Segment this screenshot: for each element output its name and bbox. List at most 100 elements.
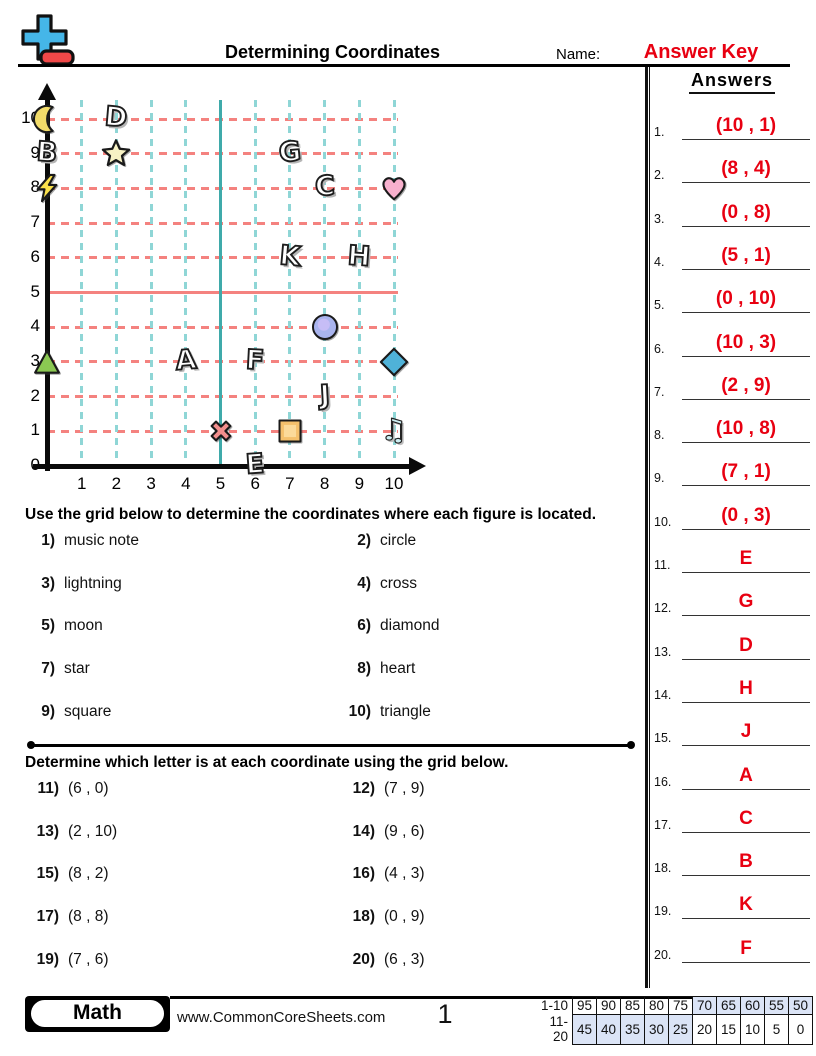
y-tick-label: 1 (30, 420, 40, 440)
question-item: 1) music note (29, 532, 139, 552)
question-number: 8) (357, 660, 371, 678)
answer-number: 16. (654, 774, 672, 789)
question-text: diamond (380, 617, 440, 635)
grid-letter-F: F (244, 343, 266, 377)
question-text: (0 , 9) (384, 908, 425, 926)
gridline-vertical (184, 100, 188, 466)
question-item: 8) heart (345, 660, 415, 680)
gridline-horizontal (47, 221, 398, 225)
question-number: 19) (36, 950, 59, 968)
answer-value: D (682, 635, 810, 660)
question-number: 1) (41, 532, 55, 549)
header-rule (18, 64, 790, 67)
answer-number: 20. (654, 947, 672, 962)
question-item: 12) (7 , 9) (345, 780, 425, 800)
grid-figure-triangle (31, 346, 63, 378)
footer-rule (170, 996, 812, 999)
score-row-label: 1-10 (540, 997, 568, 1013)
name-label: Name: (556, 46, 601, 63)
x-tick-label: 4 (181, 474, 191, 493)
answer-number: 7. (654, 384, 665, 399)
question-item: 20) (6 , 3) (345, 951, 425, 971)
answer-row: 13. D (652, 634, 812, 660)
answer-number: 4. (654, 254, 665, 269)
question-item: 7) star (29, 660, 90, 680)
grid-figure-star (100, 138, 132, 170)
question-text: (7 , 6) (68, 950, 109, 968)
answer-row: 14. H (652, 677, 812, 703)
subject-box: Math (25, 996, 170, 1032)
answer-row: 7. (2 , 9) (652, 374, 812, 400)
y-tick-label: 4 (30, 316, 40, 336)
gridline-horizontal (47, 395, 398, 399)
answer-number: 2. (654, 168, 665, 183)
score-cell: 30 (644, 1013, 669, 1045)
y-tick-label: 3 (30, 350, 40, 370)
answer-number: 11. (654, 558, 671, 572)
question-number: 6) (357, 617, 371, 635)
question-item: 2) circle (345, 532, 416, 552)
grid-figure-moon (31, 103, 63, 135)
answer-number: 13. (654, 644, 672, 659)
answer-value: (0 , 10) (682, 288, 810, 314)
answer-value: G (682, 591, 810, 617)
answer-row: 9. (7 , 1) (652, 460, 812, 487)
gridline-vertical (219, 100, 222, 466)
question-text: (7 , 9) (384, 780, 425, 797)
score-row-label: 11-20 (549, 1014, 568, 1044)
question-number: 4) (357, 574, 371, 592)
y-tick-label: 6 (30, 246, 40, 266)
answer-value: C (682, 808, 810, 833)
answers-panel: Answers 1. (10 , 1) 2. (8 , 4) 3. (0 , 8) 4. (5… (652, 70, 812, 990)
answer-value: H (682, 678, 810, 703)
section-divider (27, 741, 635, 749)
answer-number: 9. (654, 471, 665, 486)
question-item: 19) (7 , 6) (29, 950, 109, 971)
subject-label: Math (31, 1000, 164, 1027)
question-number: 10) (348, 702, 371, 720)
question-text: star (64, 660, 90, 678)
answer-number: 18. (654, 861, 672, 876)
y-tick-label: 2 (30, 385, 40, 405)
score-row: 1-10 95 90 85 80 75 70 65 60 55 50 (535, 996, 813, 1015)
gridline-horizontal (47, 325, 398, 329)
grid-figure-lightning (31, 172, 63, 204)
question-number: 11) (37, 780, 59, 797)
question-item: 9) square (29, 703, 111, 723)
section-letters: Determine which letter is at each coordi… (25, 754, 641, 984)
answer-row: 20. F (652, 937, 812, 963)
score-cell: 25 (668, 1013, 693, 1045)
x-axis (33, 463, 409, 469)
question-number: 16) (352, 865, 375, 883)
answer-number: 5. (654, 298, 665, 313)
x-tick-label: 8 (319, 474, 330, 493)
y-axis-arrow-icon (38, 83, 56, 100)
question-number: 3) (41, 574, 55, 592)
answer-value: (10 , 8) (682, 418, 810, 444)
footer: Math www.CommonCoreSheets.com 1 1-10 95 90… (0, 995, 816, 1045)
question-number: 13) (36, 822, 59, 840)
score-cell: 20 (692, 1013, 717, 1045)
score-cell: 75 (668, 996, 693, 1015)
answer-value: (10 , 1) (682, 115, 810, 140)
gridline-horizontal (47, 360, 398, 364)
grid-letter-H: H (346, 239, 373, 273)
gridline-vertical (149, 100, 153, 466)
answer-row: 19. K (652, 893, 812, 920)
answer-row: 3. (0 , 8) (652, 201, 812, 227)
question-text: square (64, 702, 112, 720)
x-axis-arrow-icon (409, 457, 426, 475)
question-number: 14) (352, 822, 375, 840)
answer-value: A (682, 765, 810, 790)
gridline-vertical (392, 100, 396, 466)
x-tick-label: 10 (384, 474, 404, 493)
y-tick-label: 8 (30, 177, 40, 197)
x-tick-label: 5 (215, 474, 226, 493)
score-cell: 40 (596, 1013, 621, 1045)
grid-letter-B: B (35, 135, 60, 169)
gridline-horizontal (47, 291, 398, 294)
answer-row: 11. E (652, 547, 812, 573)
question-text: moon (64, 617, 103, 635)
